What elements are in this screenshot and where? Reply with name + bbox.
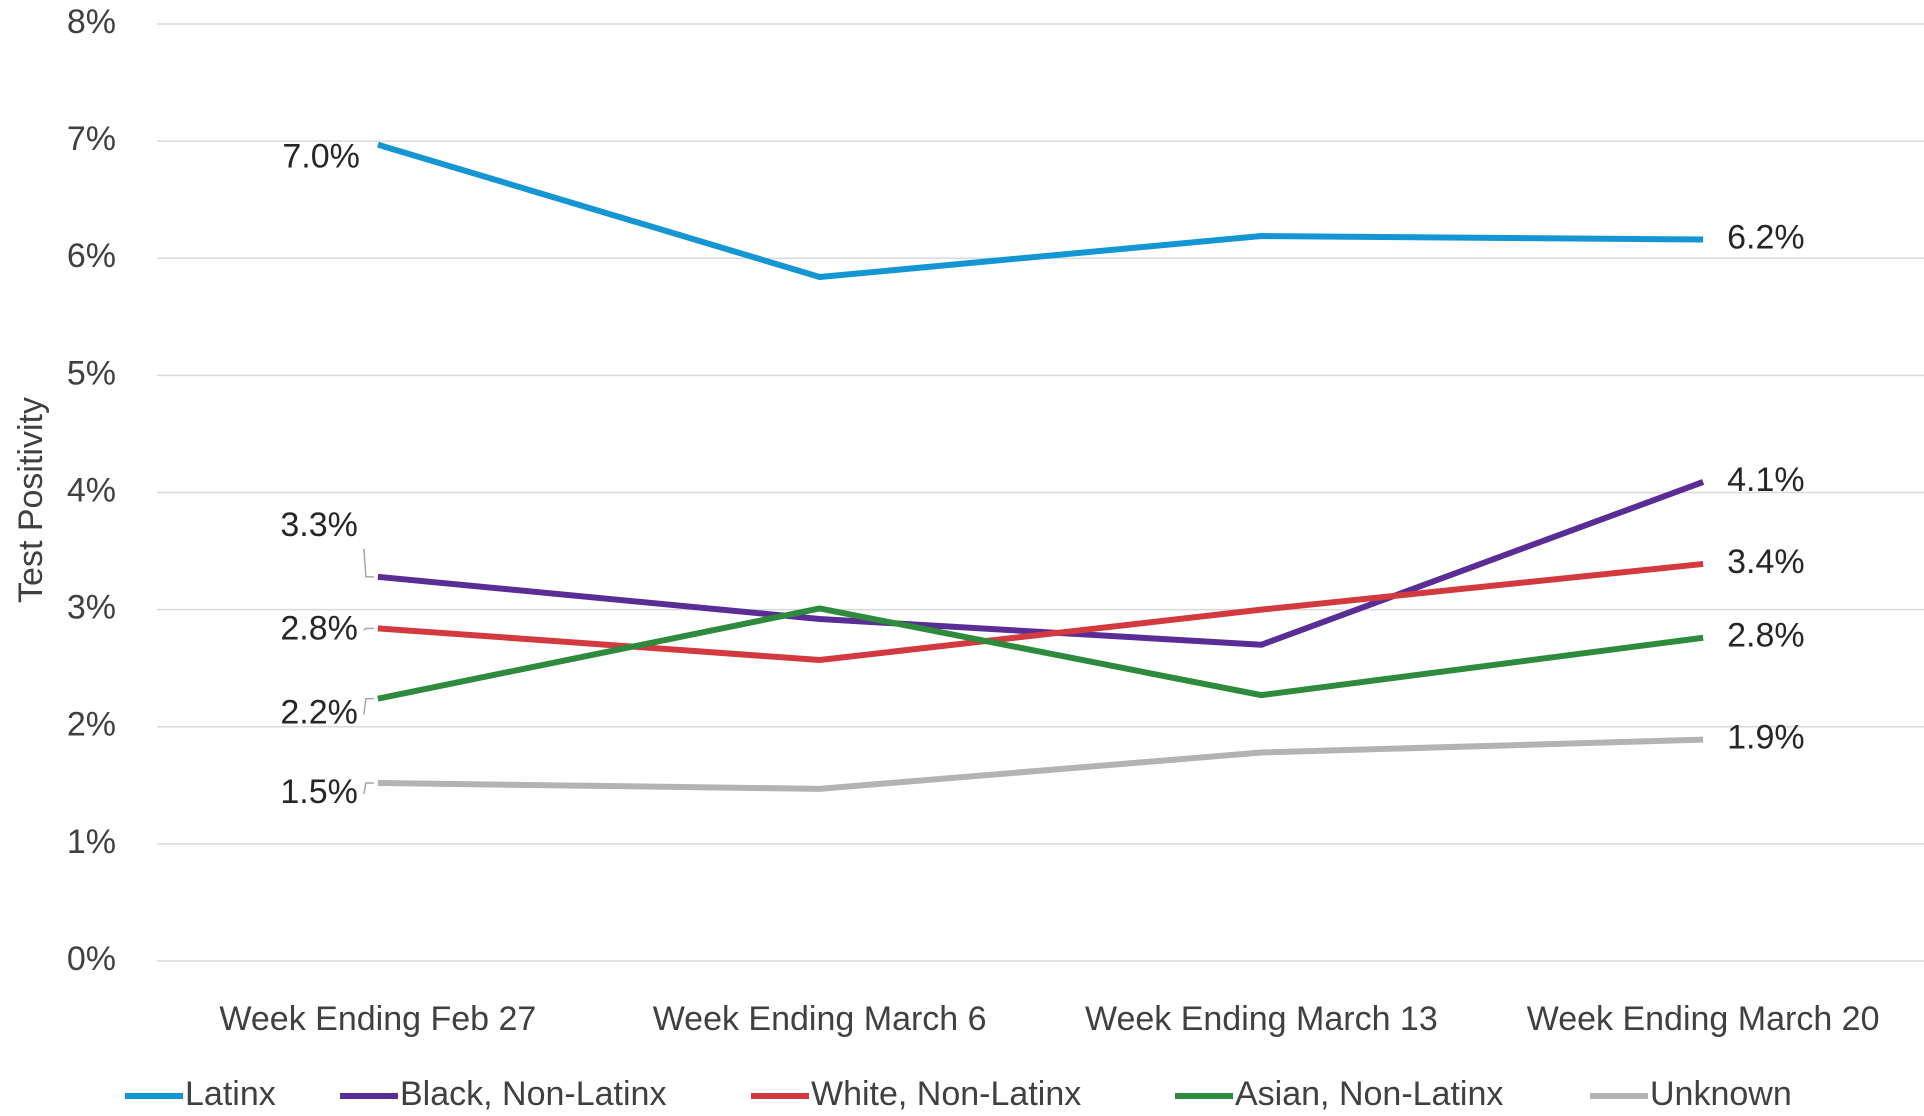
line-series bbox=[377, 560, 1704, 663]
x-tick-label: Week Ending Feb 27 bbox=[219, 1000, 536, 1038]
y-tick-label: 0% bbox=[67, 940, 116, 978]
line-series bbox=[377, 141, 1704, 280]
x-tick-label: Week Ending March 13 bbox=[1085, 1000, 1438, 1038]
x-tick-label: Week Ending March 20 bbox=[1527, 1000, 1880, 1038]
data-label: 2.8% bbox=[280, 609, 358, 647]
legend-label: Unknown bbox=[1650, 1075, 1792, 1113]
y-tick-label: 4% bbox=[67, 471, 116, 509]
legend-label: White, Non-Latinx bbox=[811, 1075, 1081, 1113]
y-tick-label: 3% bbox=[67, 589, 116, 627]
data-label: 2.8% bbox=[1727, 617, 1805, 655]
data-label: 6.2% bbox=[1727, 218, 1805, 256]
data-label: 2.2% bbox=[280, 694, 358, 732]
data-label: 4.1% bbox=[1727, 461, 1805, 499]
y-tick-label: 8% bbox=[67, 3, 116, 41]
leader-line bbox=[363, 697, 374, 715]
data-label: 7.0% bbox=[282, 138, 360, 176]
leader-line bbox=[363, 627, 374, 631]
line-series bbox=[377, 736, 1704, 792]
data-label: 1.5% bbox=[280, 773, 358, 811]
y-tick-label: 1% bbox=[67, 823, 116, 861]
line-series bbox=[377, 479, 1705, 648]
data-label: 3.3% bbox=[280, 506, 358, 544]
data-label: 1.9% bbox=[1727, 719, 1805, 757]
legend-label: Black, Non-Latinx bbox=[400, 1075, 666, 1113]
y-tick-label: 2% bbox=[67, 706, 116, 744]
y-tick-label: 7% bbox=[67, 120, 116, 158]
line-series bbox=[377, 605, 1704, 702]
x-tick-label: Week Ending March 6 bbox=[653, 1000, 987, 1038]
leader-line bbox=[363, 782, 374, 795]
y-tick-label: 6% bbox=[67, 237, 116, 275]
y-tick-label: 5% bbox=[67, 354, 116, 392]
legend-label: Latinx bbox=[185, 1075, 276, 1113]
leader-line bbox=[363, 548, 374, 578]
data-label: 3.4% bbox=[1727, 543, 1805, 581]
legend-label: Asian, Non-Latinx bbox=[1235, 1075, 1503, 1113]
y-axis-title: Test Positivity bbox=[12, 397, 50, 603]
